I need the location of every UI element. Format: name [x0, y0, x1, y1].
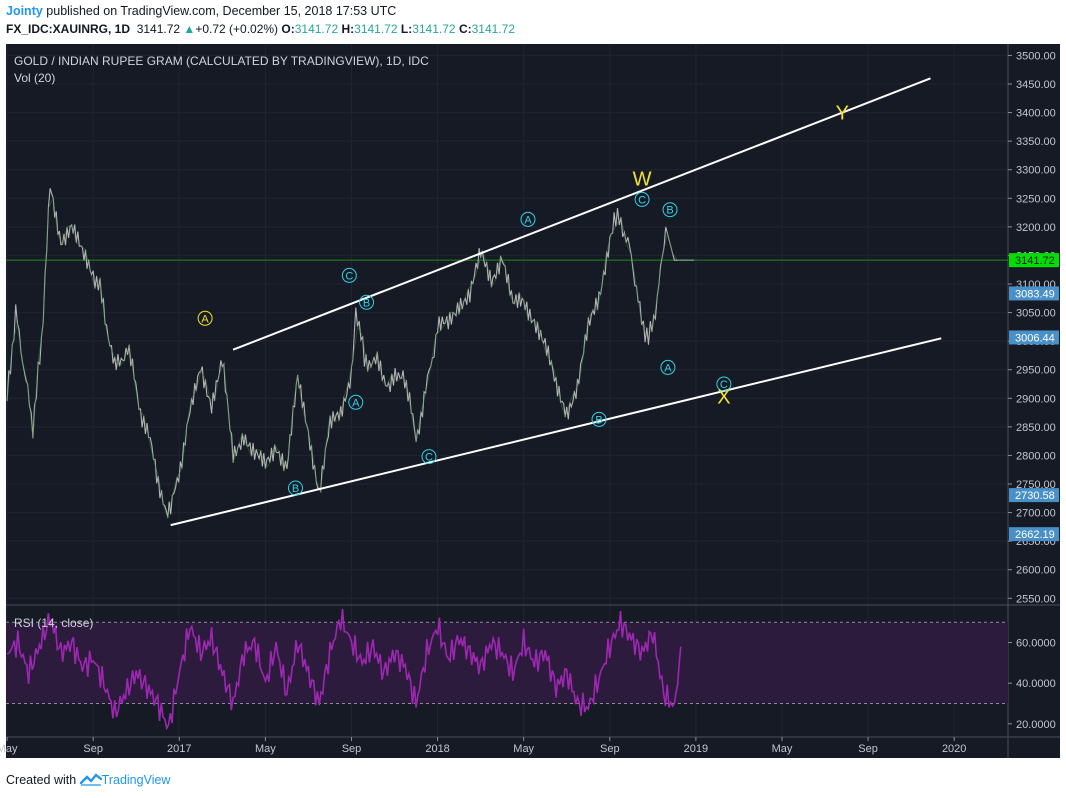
footer: Created with TradingView	[6, 772, 170, 789]
wave-label-circle	[341, 267, 357, 283]
x-tick-label: 2017	[167, 743, 191, 755]
x-tick-label: Sep	[600, 743, 620, 755]
created-with-text: Created with	[6, 772, 77, 787]
wave-label-circle	[520, 211, 536, 227]
wave-label-circle	[662, 202, 678, 218]
rsi-title: RSI (14, close)	[14, 616, 93, 630]
y-tick-label: 3050.00	[1016, 308, 1056, 320]
wave-label-circle	[634, 191, 650, 207]
ohlc-bar: FX_IDC:XAUINRG, 1D 3141.72 ▲+0.72 (+0.02…	[6, 22, 515, 36]
close-value: 3141.72	[471, 22, 515, 36]
wave-label-circle	[716, 376, 732, 392]
tradingview-link[interactable]: TradingView	[101, 772, 171, 787]
y-tick-label: 3350.00	[1016, 136, 1056, 148]
high-value: 3141.72	[354, 22, 398, 36]
x-tick-label: 2018	[425, 743, 449, 755]
wave-label-B: B	[595, 414, 602, 426]
rsi-tick-label: 40.0000	[1016, 678, 1056, 690]
wave-label-circle	[359, 294, 375, 310]
y-tick-label: 2900.00	[1016, 393, 1056, 405]
x-tick-label: 2019	[684, 743, 708, 755]
price-series-up-candles	[6, 196, 693, 520]
wave-label-C: C	[638, 194, 646, 206]
y-tick-label: 2850.00	[1016, 422, 1056, 434]
last-price: 3141.72	[136, 22, 181, 36]
y-tick-label: 2750.00	[1016, 479, 1056, 491]
low-label: L:	[400, 22, 413, 36]
channel-line-upper	[232, 77, 931, 351]
y-tick-label: 2700.00	[1016, 508, 1056, 520]
wave-label-X: X	[717, 387, 730, 409]
x-tick-label: May	[772, 743, 793, 755]
x-tick-label: May	[513, 743, 534, 755]
symbol-label: FX_IDC:XAUINRG, 1D	[6, 22, 131, 36]
y-tick-label: 2600.00	[1016, 565, 1056, 577]
wave-label-A: A	[352, 397, 360, 409]
y-tick-label: 3400.00	[1016, 108, 1056, 120]
wave-label-circle	[591, 411, 607, 427]
rsi-line	[6, 608, 682, 731]
y-tick-label: 3200.00	[1016, 222, 1056, 234]
price-tag-last	[1009, 253, 1059, 268]
x-tick-label: May	[0, 743, 18, 755]
wave-label-W: W	[633, 168, 652, 190]
x-tick-label: 2020	[942, 743, 966, 755]
tradingview-logo-icon	[79, 772, 102, 789]
wave-label-B: B	[666, 205, 673, 217]
close-label: C:	[458, 22, 472, 36]
wave-label-B: B	[363, 297, 370, 309]
x-tick-label: Sep	[83, 743, 103, 755]
y-tick-label: 3500.00	[1016, 50, 1056, 62]
wave-label-circle	[197, 310, 213, 326]
price-change: +0.72 (+0.02%)	[195, 22, 279, 36]
wave-label-circle	[348, 394, 364, 410]
rsi-tick-label: 60.0000	[1016, 638, 1056, 650]
y-tick-label: 2950.00	[1016, 365, 1056, 377]
open-label: O:	[281, 22, 295, 36]
price-tag-level	[1009, 286, 1059, 301]
y-tick-label: 2800.00	[1016, 450, 1056, 462]
up-arrow-icon: ▲	[183, 22, 196, 36]
wave-label-C: C	[720, 379, 728, 391]
publish-text: published on TradingView.com, December 1…	[42, 4, 397, 18]
price-tag-level	[1009, 488, 1059, 503]
wave-label-Y: Y	[836, 103, 849, 125]
x-tick-label: May	[255, 743, 276, 755]
y-tick-label: 2550.00	[1016, 593, 1056, 605]
price-tag-label: 2662.19	[1015, 529, 1055, 541]
wave-label-C: C	[425, 452, 433, 464]
author-link[interactable]: Jointy	[6, 4, 43, 18]
price-tag-level	[1009, 330, 1059, 345]
wave-label-circle	[421, 449, 437, 465]
price-tag-level	[1009, 527, 1059, 542]
price-tag-label: 3083.49	[1015, 288, 1055, 300]
wave-label-A: A	[201, 313, 209, 325]
chart-title: GOLD / INDIAN RUPEE GRAM (CALCULATED BY …	[14, 54, 429, 68]
wave-label-circle	[288, 480, 304, 496]
rsi-tick-label: 20.0000	[1016, 719, 1056, 731]
high-label: H:	[341, 22, 355, 36]
wave-label-B: B	[292, 483, 299, 495]
publish-info: Jointy published on TradingView.com, Dec…	[6, 4, 396, 18]
y-tick-label: 3250.00	[1016, 193, 1056, 205]
x-tick-label: Sep	[342, 743, 362, 755]
open-value: 3141.72	[294, 22, 339, 36]
chart-subtitle: Vol (20)	[14, 71, 55, 85]
low-value: 3141.72	[412, 22, 456, 36]
price-tag-label: 2730.58	[1015, 490, 1055, 502]
wave-label-circle	[660, 359, 676, 375]
y-tick-label: 3450.00	[1016, 79, 1056, 91]
x-tick-label: Sep	[858, 743, 878, 755]
wave-label-A: A	[524, 214, 532, 226]
y-tick-label: 3300.00	[1016, 165, 1056, 177]
wave-label-C: C	[345, 270, 353, 282]
wave-label-A: A	[664, 362, 672, 374]
price-tag-label: 3006.44	[1015, 332, 1055, 344]
price-tag-label: 3141.72	[1015, 255, 1055, 267]
